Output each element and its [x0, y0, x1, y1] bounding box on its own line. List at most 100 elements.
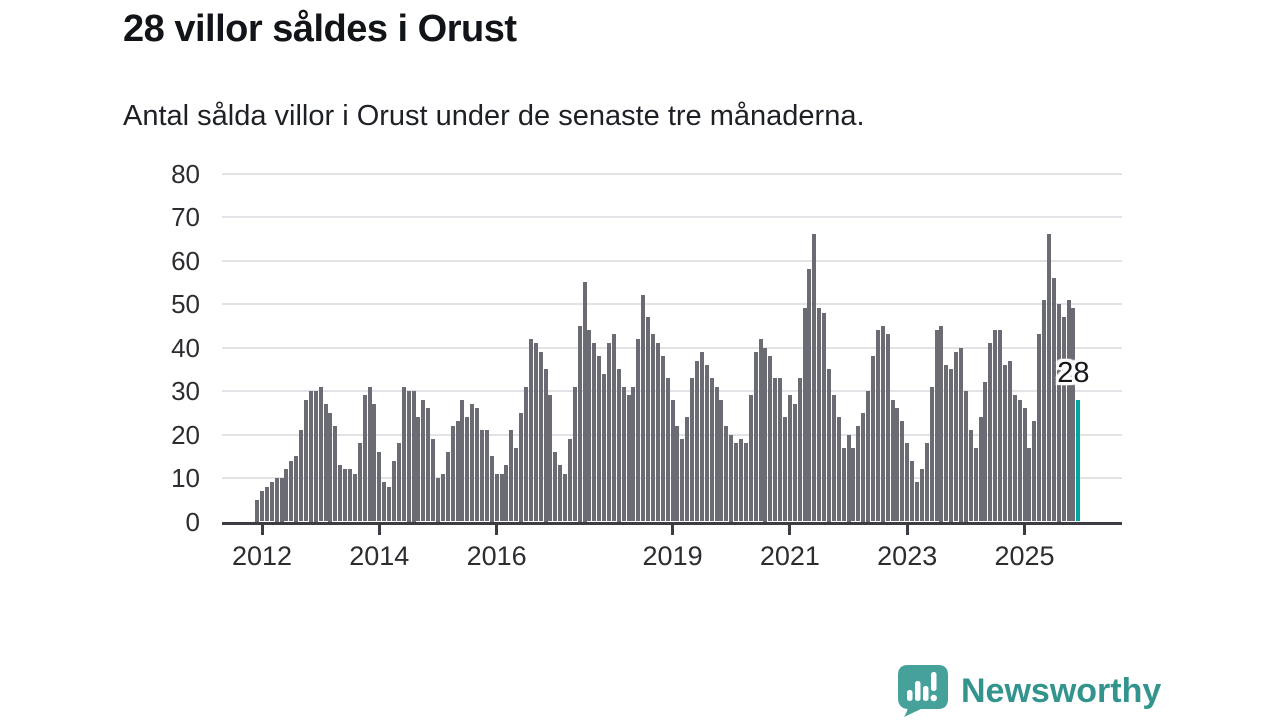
- bar: [299, 430, 304, 522]
- y-axis-label: 40: [171, 332, 200, 363]
- bar: [494, 473, 499, 522]
- bar: [328, 412, 333, 522]
- bar: [880, 325, 885, 522]
- bar: [919, 469, 924, 522]
- bar: [670, 399, 675, 522]
- bar: [1066, 299, 1071, 522]
- bar: [396, 443, 401, 522]
- bar: [924, 443, 929, 522]
- bar: [577, 325, 582, 522]
- bar: [382, 482, 387, 522]
- x-axis-line: [222, 521, 1122, 525]
- bar: [279, 478, 284, 522]
- bar: [978, 417, 983, 522]
- bar: [313, 391, 318, 522]
- bar: [558, 464, 563, 522]
- bar: [709, 377, 714, 522]
- bar: [704, 364, 709, 522]
- bar: [743, 443, 748, 522]
- bar: [958, 347, 963, 522]
- bar: [435, 478, 440, 522]
- x-axis-label: 2016: [466, 540, 527, 571]
- bar: [861, 412, 866, 522]
- bar: [489, 456, 494, 522]
- bar: [954, 351, 959, 522]
- bar: [900, 421, 905, 522]
- gridline: [222, 346, 1122, 349]
- bar: [401, 386, 406, 522]
- bar: [812, 234, 817, 522]
- bar: [1037, 334, 1042, 522]
- bar: [856, 425, 861, 522]
- x-axis-label: 2025: [994, 540, 1055, 571]
- bar: [724, 425, 729, 522]
- bar: [289, 460, 294, 522]
- x-axis-tick: [788, 524, 792, 535]
- bar: [626, 395, 631, 522]
- y-axis-label: 80: [171, 158, 200, 189]
- highlighted-bar: [1076, 399, 1081, 522]
- bar: [895, 408, 900, 522]
- bar: [455, 421, 460, 522]
- bar: [352, 473, 357, 522]
- bar: [611, 334, 616, 522]
- bar: [866, 391, 871, 522]
- x-axis-label: 2019: [642, 540, 703, 571]
- bar: [460, 399, 465, 522]
- bar: [318, 386, 323, 522]
- bar: [416, 417, 421, 522]
- bar: [719, 399, 724, 522]
- bar: [758, 338, 763, 522]
- x-axis-label: 2021: [759, 540, 820, 571]
- bar: [343, 469, 348, 522]
- bar: [323, 404, 328, 522]
- x-axis-label: 2014: [349, 540, 410, 571]
- bar: [607, 343, 612, 522]
- bar: [1022, 408, 1027, 522]
- page-title: 28 villor såldes i Orust: [123, 8, 517, 50]
- bar: [504, 464, 509, 522]
- bar: [1071, 308, 1076, 522]
- bar: [587, 330, 592, 522]
- bar: [631, 386, 636, 522]
- bar: [538, 351, 543, 522]
- bar: [260, 491, 264, 522]
- bar: [528, 338, 533, 522]
- bar: [646, 317, 651, 522]
- bar: [592, 343, 597, 522]
- bar: [391, 460, 396, 522]
- bar: [748, 395, 753, 522]
- gridline: [222, 390, 1122, 392]
- bar: [641, 295, 646, 522]
- bar: [998, 330, 1003, 522]
- y-axis-label: 60: [171, 245, 200, 276]
- bar: [523, 386, 528, 522]
- bar: [553, 451, 558, 522]
- bar: [680, 438, 685, 522]
- gridline: [222, 216, 1122, 218]
- bar: [929, 386, 934, 522]
- newsworthy-bubble-icon: [898, 665, 948, 717]
- bar: [963, 391, 968, 522]
- bar: [675, 425, 680, 522]
- chart-subtitle: Antal sålda villor i Orust under de sena…: [123, 100, 865, 132]
- gridline: [222, 303, 1122, 305]
- newsworthy-logo: Newsworthy: [897, 664, 1161, 718]
- bar: [875, 330, 880, 522]
- value-callout: 28: [1057, 356, 1090, 389]
- y-axis-label: 30: [171, 376, 200, 406]
- bar: [445, 451, 450, 522]
- x-axis-tick: [495, 524, 499, 535]
- bar: [582, 282, 587, 522]
- bar: [406, 391, 411, 522]
- bar: [421, 399, 426, 522]
- bar: [509, 430, 514, 522]
- bar: [1002, 364, 1007, 522]
- x-axis-label: 2023: [877, 540, 938, 571]
- y-axis-label: 10: [171, 463, 200, 493]
- bar: [1017, 399, 1022, 522]
- y-axis-label: 0: [185, 506, 200, 537]
- bar: [905, 443, 910, 522]
- bar: [284, 469, 289, 522]
